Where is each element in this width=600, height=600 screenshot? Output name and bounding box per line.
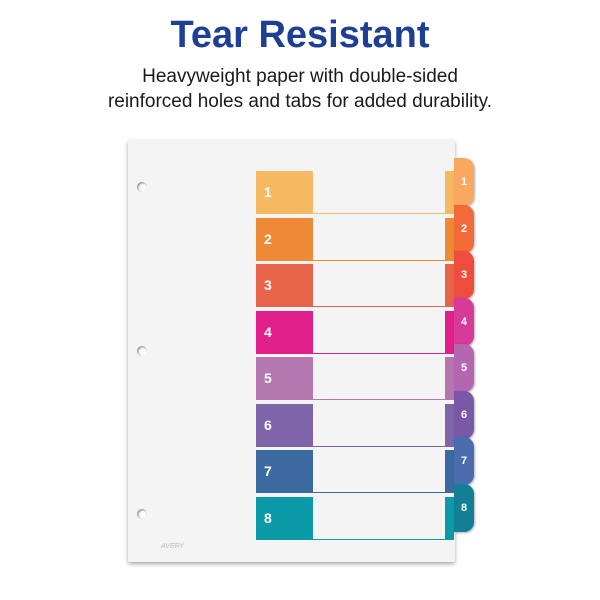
punch-hole <box>137 346 147 356</box>
subtitle-line-2: reinforced holes and tabs for added dura… <box>107 91 493 112</box>
index-row: 8 <box>256 496 454 540</box>
row-color-strip <box>445 403 454 446</box>
punch-hole <box>137 509 147 519</box>
divider-tab: 8 <box>454 483 474 532</box>
row-color-strip <box>445 217 454 260</box>
row-number-block: 5 <box>256 357 313 399</box>
index-row: 1 <box>256 171 454 214</box>
divider-tab: 3 <box>454 251 474 299</box>
row-number-block: 7 <box>256 450 313 492</box>
divider-tab: 7 <box>454 437 474 485</box>
subtitle: Heavyweight paper with double-sided rein… <box>0 64 600 114</box>
index-row: 2 <box>256 217 454 261</box>
row-number-block: 2 <box>256 217 313 260</box>
row-color-strip <box>445 264 454 306</box>
divider-tab: 1 <box>454 158 474 206</box>
row-color-strip <box>445 357 454 399</box>
row-color-strip <box>445 450 454 492</box>
headline: Tear Resistant <box>170 14 430 56</box>
divider-tab: 5 <box>454 344 474 392</box>
subtitle-line-1: Heavyweight paper with double-sided <box>142 66 458 87</box>
index-row: 6 <box>256 403 454 447</box>
index-row: 5 <box>256 357 454 400</box>
row-number-block: 1 <box>256 171 313 213</box>
row-color-strip <box>445 496 454 539</box>
punch-hole <box>137 182 147 192</box>
divider-tab: 4 <box>454 297 474 346</box>
divider-tab: 2 <box>454 204 474 253</box>
row-number-block: 6 <box>256 403 313 446</box>
row-color-strip <box>445 310 454 353</box>
row-number-block: 4 <box>256 310 313 353</box>
avery-logo: AVERY <box>161 543 185 550</box>
row-number-block: 3 <box>256 264 313 306</box>
row-color-strip <box>445 171 454 213</box>
index-row: 4 <box>256 310 454 354</box>
index-row: 3 <box>256 264 454 307</box>
index-row: 7 <box>256 450 454 493</box>
divider-tab: 6 <box>454 390 474 439</box>
row-number-block: 8 <box>256 496 313 539</box>
